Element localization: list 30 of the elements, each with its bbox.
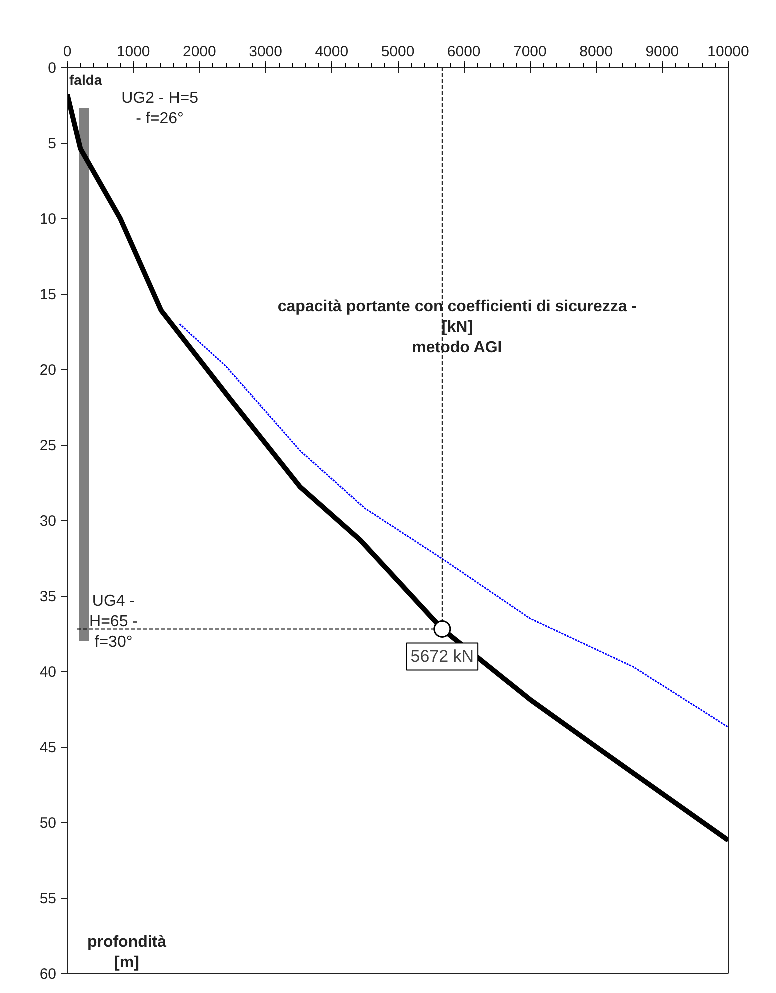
y-tick-label: 60 [40,966,57,983]
annotation: 5672 kN [410,647,474,666]
annotation: UG4 - H=65 - f=30° [90,592,138,651]
y-tick-label: 50 [40,815,57,832]
x-tick-label: 3000 [249,44,282,60]
annotation: UG2 - H=5 - f=26° [122,90,199,128]
x-tick-label: 5000 [381,44,415,60]
y-tick-label: 30 [40,513,57,530]
x-tick-label: 9000 [646,44,680,60]
x-tick-label: 4000 [315,44,349,60]
y-tick-label: 25 [40,438,57,454]
x-tick-label: 8000 [580,44,613,60]
annotation: falda [70,72,102,88]
x-tick-label: 1000 [116,44,150,60]
y-tick-label: 20 [40,362,57,379]
y-tick-label: 45 [40,740,57,756]
x-tick-label: 6000 [447,44,481,60]
x-tick-label: 10000 [708,44,750,60]
y-tick-label: 0 [48,60,56,77]
x-tick-label: 7000 [514,44,547,60]
x-tick-label: 0 [63,44,72,60]
y-tick-label: 10 [40,211,57,228]
y-tick-label: 40 [40,664,57,681]
y-tick-label: 15 [40,286,57,304]
y-tick-label: 5 [48,136,56,152]
x-tick-label: 2000 [183,44,216,60]
y-axis-title: profondità [m] [87,934,167,972]
y-tick-label: 55 [40,890,57,908]
x-axis-title: capacità portante con coefficienti di sicurezza - [kN] metodo AGI [278,298,638,356]
y-tick-label: 35 [40,588,57,606]
